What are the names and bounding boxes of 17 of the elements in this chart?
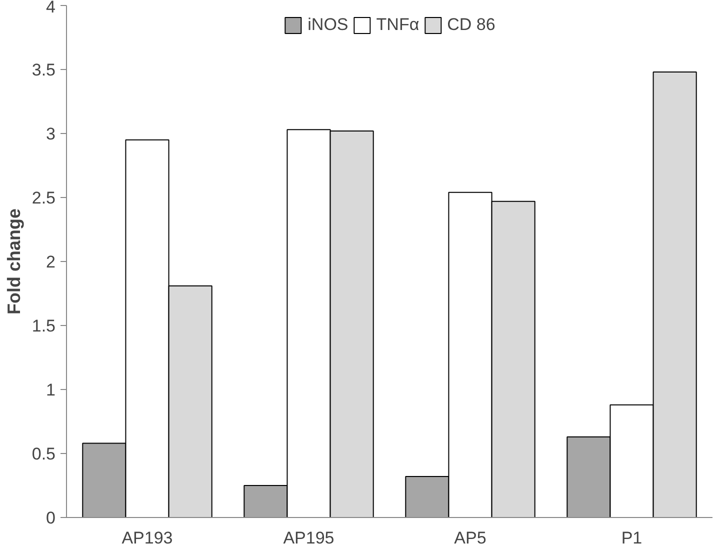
legend-label: iNOS: [308, 15, 348, 35]
legend-label: TNFα: [376, 15, 420, 35]
y-tick-label: 0.5: [32, 444, 56, 464]
y-tick-label: 2: [46, 252, 56, 272]
x-tick-label: AP195: [283, 528, 334, 548]
y-tick-label: 1.5: [32, 316, 56, 336]
y-tick-label: 3.5: [32, 60, 56, 80]
y-tick-label: 3: [46, 124, 56, 144]
y-tick-label: 1: [46, 380, 56, 400]
y-tick-label: 4: [46, 0, 56, 16]
x-tick-label: AP5: [454, 528, 486, 548]
x-tick-label: P1: [621, 528, 642, 548]
y-axis-title: Fold change: [4, 208, 24, 314]
legend-label: CD 86: [447, 15, 496, 35]
x-tick-label: AP193: [122, 528, 173, 548]
y-tick-label: 2.5: [32, 188, 56, 208]
y-tick-label: 0: [46, 508, 56, 528]
